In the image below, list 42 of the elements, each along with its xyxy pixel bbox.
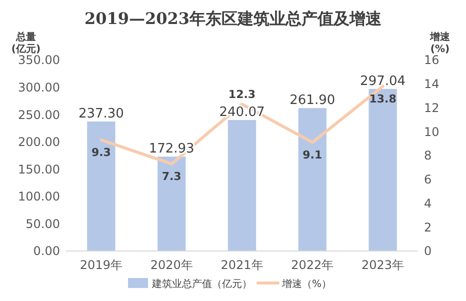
bar <box>298 108 326 251</box>
y2-tick-label: 0 <box>424 244 432 258</box>
x-tick-label: 2019年 <box>80 258 122 272</box>
x-tick-label: 2021年 <box>220 258 264 272</box>
data-label: 297.04 <box>360 74 406 89</box>
bar <box>368 88 397 251</box>
y2-tick-label: 12 <box>424 100 440 115</box>
x-tick-label: 2020年 <box>150 258 193 272</box>
y-tick-label: 200.00 <box>18 135 60 150</box>
y2-tick-label: 6 <box>424 172 432 187</box>
y2-tick-label: 2 <box>424 220 432 234</box>
y2-tick-label: 10 <box>424 124 440 139</box>
y2-tick-label: 8 <box>424 148 432 163</box>
legend-label: 增速（%） <box>281 278 332 290</box>
data-label: 9.3 <box>91 146 111 159</box>
y-tick-label: 300.00 <box>18 80 60 94</box>
y-axis-title: 总量 (亿元) <box>11 31 41 55</box>
y-tick-label: 100.00 <box>18 190 60 204</box>
data-label: 261.90 <box>290 93 336 108</box>
y-tick-label: 250.00 <box>18 108 60 122</box>
y-tick-label: 50.00 <box>26 216 60 231</box>
bar <box>158 156 186 251</box>
y2-tick-label: 14 <box>424 77 440 92</box>
bar <box>228 120 256 251</box>
data-label: 13.8 <box>369 92 396 106</box>
data-label: 172.93 <box>148 142 194 157</box>
data-label: 7.3 <box>162 170 182 183</box>
data-label: 9.1 <box>302 148 322 162</box>
chart-title: 2019—2023年东区建筑业总产值及增速 <box>84 9 383 28</box>
x-tick-label: 2022年 <box>291 258 334 272</box>
bar <box>87 122 116 251</box>
data-label: 240.07 <box>219 104 265 120</box>
data-label: 12.3 <box>228 88 256 102</box>
y-tick-label: 350.00 <box>18 53 60 68</box>
y2-tick-label: 16 <box>424 53 440 68</box>
y2-axis-title: 增速 (%) <box>429 31 451 55</box>
y-tick-label: 0.00 <box>33 244 60 258</box>
data-label: 237.30 <box>78 106 124 122</box>
y-tick-label: 150.00 <box>18 162 60 176</box>
y2-tick-label: 4 <box>424 196 432 210</box>
x-tick-label: 2023年 <box>362 258 404 272</box>
legend-label: 建筑业总产值（亿元） <box>151 278 252 290</box>
